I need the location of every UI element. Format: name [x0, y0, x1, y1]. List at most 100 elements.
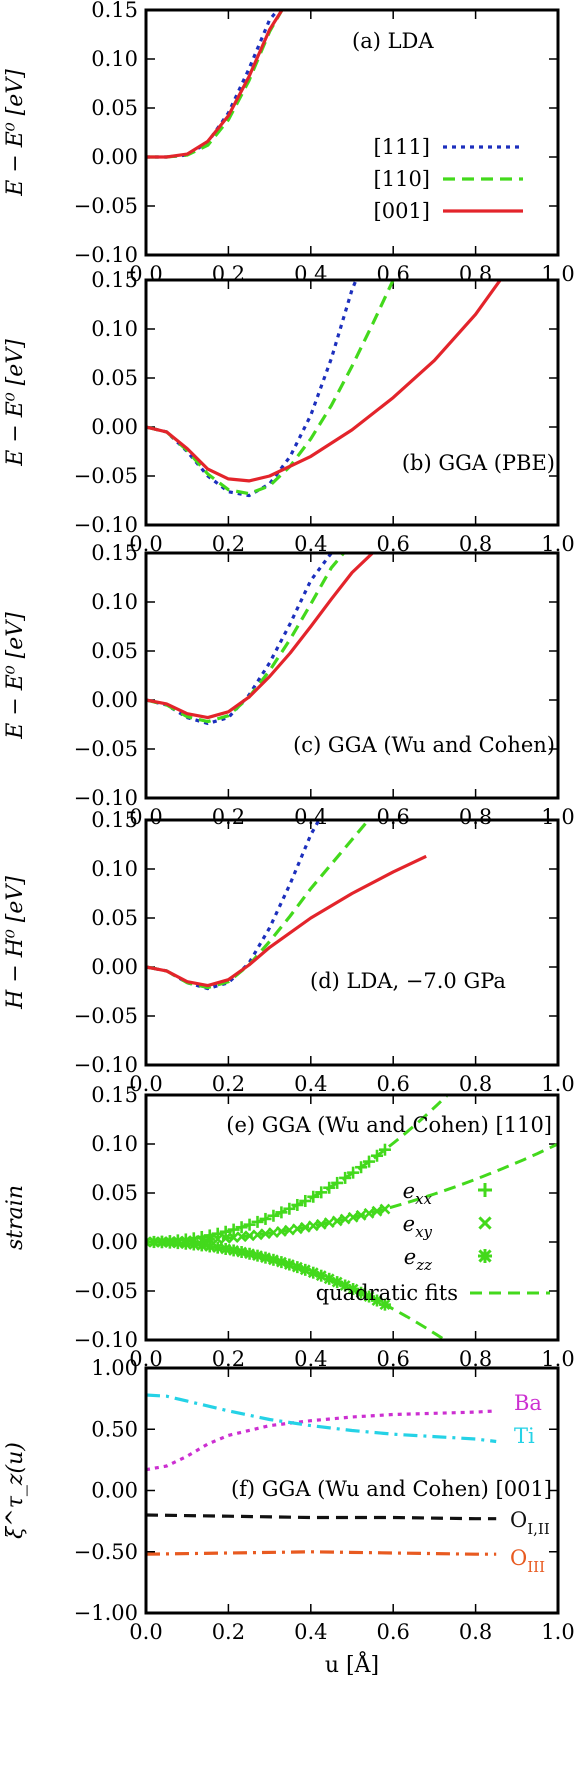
- marker-e_xy: [268, 1227, 279, 1239]
- marker-e_xy: [323, 1217, 335, 1229]
- y-tick-label: 0.05: [91, 366, 138, 390]
- series-line-[110]: [146, 280, 395, 496]
- plot-frame: [144, 818, 560, 1067]
- legend-label: [111]: [374, 135, 430, 159]
- legend-marker: [478, 1216, 492, 1230]
- y-tick-label: −0.10: [74, 1053, 138, 1077]
- y-tick-label: 0.05: [91, 906, 138, 930]
- panel-f: 0.0 0.2 0.4 0.6 0.8 1.0 1.00 0.50 0.00 −0.50 −1.00…: [3, 1356, 575, 1678]
- y-axis-label: E − E⁰ [eV]: [3, 69, 28, 197]
- marker-e_xx: [267, 1209, 280, 1222]
- x-tick-label: 0.4: [294, 1072, 327, 1096]
- marker-e_xx: [378, 1143, 391, 1156]
- y-tick-label: −0.50: [74, 1540, 138, 1564]
- y-tick-label: −0.10: [74, 786, 138, 810]
- panel-annotation: (a) LDA: [352, 29, 434, 53]
- marker-e_xx: [331, 1176, 344, 1189]
- plot-frame: [144, 278, 560, 527]
- panel-d: 0.0 0.2 0.4 0.6 0.8 1.0 0.15 0.10 0.05 0.00 −0.05 −…: [3, 808, 575, 1096]
- series-line-Ba: [146, 1409, 497, 1472]
- panel-annotation: (e) GGA (Wu and Cohen) [110]: [226, 1113, 552, 1137]
- panel-annotation: (d) LDA, −7.0 GPa: [310, 969, 506, 993]
- marker-e_xy: [252, 1229, 263, 1241]
- series-label: OI,II: [510, 1508, 550, 1538]
- plot-frame: [144, 1093, 560, 1342]
- x-tick-label: 0.4: [294, 1620, 327, 1644]
- plot-frame: [144, 1366, 560, 1615]
- x-tick-label: 0.2: [212, 1072, 245, 1096]
- plot-frame: [144, 551, 560, 800]
- legend-label: [110]: [374, 167, 430, 191]
- y-tick-label: 0.10: [91, 317, 138, 341]
- y-tick-label: 0.00: [91, 955, 138, 979]
- panel-annotation: (f) GGA (Wu and Cohen) [001]: [231, 1477, 552, 1501]
- series-line-[001]: [146, 280, 502, 483]
- y-tick-label: −0.05: [74, 1279, 138, 1303]
- series-line-[111]: [146, 820, 321, 991]
- y-tick-label: −0.05: [74, 1004, 138, 1028]
- legend-marker: [478, 1183, 492, 1197]
- y-tick-label: 0.00: [91, 1479, 138, 1503]
- marker-e_zz: [211, 1241, 224, 1254]
- y-tick-label: 0.15: [91, 0, 138, 22]
- legend: exx exy ezz quadratic fits: [316, 1179, 550, 1305]
- y-tick-label: −0.10: [74, 513, 138, 537]
- series-line-Ti: [146, 1393, 497, 1444]
- y-tick-label: −0.05: [74, 737, 138, 761]
- y-tick-label: 0.05: [91, 96, 138, 120]
- legend-label: exy: [403, 1212, 433, 1241]
- y-tick-label: 0.10: [91, 47, 138, 71]
- legend-label: exx: [403, 1179, 433, 1208]
- y-axis-label: E − E⁰ [eV]: [3, 612, 28, 740]
- y-tick-label: 0.10: [91, 1132, 138, 1156]
- y-axis-label: E − E⁰ [eV]: [3, 339, 28, 467]
- y-tick-label: 0.10: [91, 590, 138, 614]
- legend-label: ezz: [404, 1245, 432, 1274]
- legend-marker: [478, 1249, 492, 1263]
- y-tick-label: 0.10: [91, 857, 138, 881]
- panel-e: 0.0 0.2 0.4 0.6 0.8 1.00.150.100.050.00−0.05−…: [3, 1083, 575, 1371]
- series-line-[001]: [146, 553, 374, 720]
- marker-e_xx: [363, 1155, 376, 1168]
- series-line-[001]: [146, 854, 427, 988]
- y-tick-label: 0.05: [91, 1181, 138, 1205]
- x-tick-label: 0.0: [129, 1072, 162, 1096]
- x-tick-label: 0.2: [212, 1620, 245, 1644]
- legend-label: [001]: [374, 199, 430, 223]
- y-tick-label: 0.50: [91, 1417, 138, 1441]
- y-tick-label: 0.00: [91, 1230, 138, 1254]
- y-axis-label: H − H⁰ [eV]: [3, 876, 28, 1010]
- y-tick-label: −0.05: [74, 194, 138, 218]
- series-line-O_I,II: [146, 1513, 497, 1521]
- series-line-[001]: [146, 10, 284, 159]
- legend-label: quadratic fits: [316, 1281, 458, 1305]
- marker-e_xy: [307, 1220, 319, 1232]
- x-tick-label: 1.0: [541, 1072, 574, 1096]
- y-tick-label: −0.10: [74, 1328, 138, 1352]
- series-line-quadratic-fit: [146, 1095, 448, 1244]
- marker-e_xy: [379, 1203, 391, 1215]
- y-axis-label: strain: [3, 1185, 28, 1250]
- marker-e_xx: [315, 1186, 328, 1199]
- series-line-quadratic-fit: [146, 1240, 448, 1340]
- y-tick-label: 0.05: [91, 639, 138, 663]
- x-axis-label: u [Å]: [325, 1650, 379, 1678]
- panel-annotation: (b) GGA (PBE): [402, 451, 555, 475]
- legend: [111] [110] [001]: [374, 135, 523, 223]
- x-tick-label: 0.0: [129, 1620, 162, 1644]
- y-tick-label: −0.10: [74, 243, 138, 267]
- series-line-[111]: [146, 553, 333, 726]
- y-tick-label: 0.15: [91, 1083, 138, 1107]
- panel-a: 0.0 0.2 0.4 0.6 0.8 1.00.150.100.050.00−0.05−…: [3, 0, 575, 286]
- y-tick-label: 0.00: [91, 415, 138, 439]
- series-line-quadratic-fit: [146, 1142, 558, 1244]
- y-tick-label: 0.00: [91, 688, 138, 712]
- x-tick-label: 0.6: [376, 1620, 409, 1644]
- y-tick-label: −0.05: [74, 464, 138, 488]
- marker-e_xx: [283, 1202, 296, 1215]
- panel-b: 0.0 0.2 0.4 0.6 0.8 1.00.150.100.050.00−0.05−…: [3, 268, 575, 556]
- series-line-O_III: [146, 1550, 497, 1556]
- series-label: OIII: [510, 1546, 545, 1576]
- x-tick-label: 0.8: [459, 1072, 492, 1096]
